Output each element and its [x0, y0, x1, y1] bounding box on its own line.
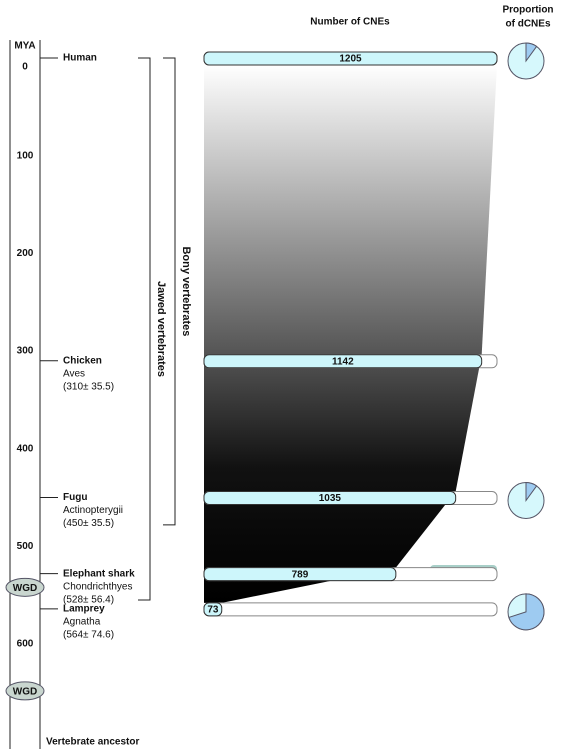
y-tick-label: 600 — [17, 639, 34, 650]
bar-value-label: 1035 — [319, 493, 342, 504]
bar — [203, 51, 498, 66]
pie-slice — [508, 593, 545, 631]
bar-value-label: 73 — [207, 604, 219, 615]
y-tick-label: 300 — [17, 346, 34, 357]
divergence-label: (528± 56.4) — [63, 594, 114, 605]
clade-bracket — [163, 57, 176, 526]
divergence-label: (564± 74.6) — [63, 629, 114, 640]
group-label: Chondrichthyes — [63, 581, 132, 592]
axis-label: MYA — [14, 41, 35, 52]
bar — [203, 567, 397, 582]
y-tick-label: 500 — [17, 541, 34, 552]
funnel — [204, 65, 497, 603]
bar-value-label: 1142 — [332, 356, 354, 367]
root-label: Vertebrate ancestor — [46, 737, 139, 748]
species-label: Fugu — [63, 492, 87, 503]
bar-value-label: 1205 — [339, 54, 362, 65]
bar-title: Number of CNEs — [310, 17, 390, 28]
group-label: Aves — [63, 368, 85, 379]
pie-slice — [525, 42, 538, 63]
y-tick-label: 100 — [17, 150, 34, 161]
clade-label: Jawed vertebrates — [155, 281, 167, 377]
y-tick-label: 0 — [22, 62, 28, 73]
bar — [203, 354, 483, 369]
bar-background — [203, 602, 498, 617]
species-label: Human — [63, 53, 97, 64]
wgd-label: WGD — [13, 583, 37, 594]
pie-title: of dCNEs — [506, 19, 551, 30]
y-tick-label: 200 — [17, 248, 34, 259]
pie-title: Proportion — [502, 5, 553, 16]
species-label: Lamprey — [63, 603, 105, 614]
divergence-label: (310± 35.5) — [63, 381, 114, 392]
bar — [203, 602, 223, 617]
wgd-label: WGD — [13, 687, 37, 698]
species-label: Elephant shark — [63, 568, 135, 579]
species-label: Chicken — [63, 355, 102, 366]
bar-value-label: 789 — [292, 569, 309, 580]
y-tick-label: 400 — [17, 443, 34, 454]
bar — [203, 491, 457, 505]
pie-slice — [525, 481, 538, 503]
group-label: Agnatha — [63, 616, 101, 627]
wgd-marker — [5, 577, 45, 597]
group-label: Actinopterygii — [63, 505, 123, 516]
clade-bracket — [138, 57, 151, 601]
wgd-marker — [5, 681, 45, 701]
divergence-label: (450± 35.5) — [63, 518, 114, 529]
clade-label: Bony vertebrates — [180, 246, 192, 336]
